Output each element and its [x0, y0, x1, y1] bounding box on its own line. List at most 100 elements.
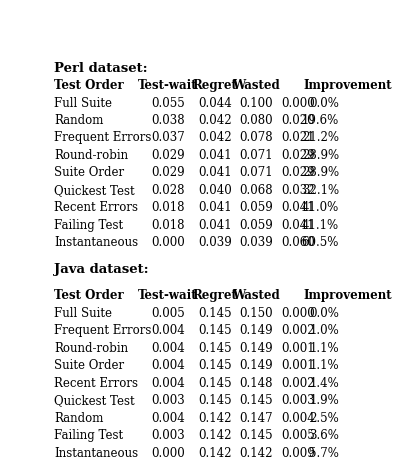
- Text: 0.003: 0.003: [151, 429, 185, 442]
- Text: 0.147: 0.147: [239, 412, 273, 424]
- Text: Round-robin: Round-robin: [54, 342, 128, 355]
- Text: 0.003: 0.003: [281, 394, 315, 407]
- Text: Java dataset:: Java dataset:: [54, 263, 149, 276]
- Text: 0.001: 0.001: [281, 359, 315, 372]
- Text: 0.029: 0.029: [281, 149, 315, 162]
- Text: 0.021: 0.021: [281, 132, 315, 145]
- Text: 0.071: 0.071: [239, 167, 273, 179]
- Text: Frequent Errors: Frequent Errors: [54, 324, 152, 337]
- Text: 0.149: 0.149: [239, 324, 273, 337]
- Text: 1.1%: 1.1%: [309, 342, 339, 355]
- Text: 0.142: 0.142: [239, 446, 273, 460]
- Text: 0.037: 0.037: [151, 132, 185, 145]
- Text: 0.004: 0.004: [281, 412, 315, 424]
- Text: 0.000: 0.000: [281, 307, 315, 320]
- Text: 0.041: 0.041: [198, 219, 232, 232]
- Text: 0.032: 0.032: [281, 184, 315, 197]
- Text: 0.145: 0.145: [239, 429, 273, 442]
- Text: Instantaneous: Instantaneous: [54, 236, 138, 249]
- Text: Failing Test: Failing Test: [54, 429, 123, 442]
- Text: 0.149: 0.149: [239, 342, 273, 355]
- Text: 0.142: 0.142: [199, 446, 232, 460]
- Text: 0.041: 0.041: [281, 201, 315, 214]
- Text: 0.145: 0.145: [198, 342, 232, 355]
- Text: Test-wait: Test-wait: [138, 289, 198, 302]
- Text: Recent Errors: Recent Errors: [54, 377, 138, 390]
- Text: 0.145: 0.145: [198, 307, 232, 320]
- Text: 1.9%: 1.9%: [309, 394, 339, 407]
- Text: Regret: Regret: [193, 79, 238, 92]
- Text: 0.003: 0.003: [151, 394, 185, 407]
- Text: 0.145: 0.145: [239, 394, 273, 407]
- Text: 0.004: 0.004: [151, 412, 185, 424]
- Text: 0.028: 0.028: [151, 184, 185, 197]
- Text: 0.004: 0.004: [151, 377, 185, 390]
- Text: 0.018: 0.018: [151, 201, 185, 214]
- Text: Frequent Errors: Frequent Errors: [54, 132, 152, 145]
- Text: 0.005: 0.005: [151, 307, 185, 320]
- Text: 0.041: 0.041: [198, 167, 232, 179]
- Text: 0.142: 0.142: [199, 412, 232, 424]
- Text: 0.005: 0.005: [281, 429, 315, 442]
- Text: 0.042: 0.042: [198, 132, 232, 145]
- Text: 0.145: 0.145: [198, 377, 232, 390]
- Text: 2.5%: 2.5%: [309, 412, 339, 424]
- Text: 60.5%: 60.5%: [302, 236, 339, 249]
- Text: 0.041: 0.041: [198, 149, 232, 162]
- Text: 0.0%: 0.0%: [309, 307, 339, 320]
- Text: 0.0%: 0.0%: [309, 96, 339, 110]
- Text: 41.0%: 41.0%: [302, 201, 339, 214]
- Text: Test Order: Test Order: [54, 79, 124, 92]
- Text: Perl dataset:: Perl dataset:: [54, 62, 148, 74]
- Text: 5.7%: 5.7%: [309, 446, 339, 460]
- Text: 21.2%: 21.2%: [302, 132, 339, 145]
- Text: 0.059: 0.059: [239, 201, 273, 214]
- Text: 0.148: 0.148: [239, 377, 273, 390]
- Text: 0.142: 0.142: [199, 429, 232, 442]
- Text: Wasted: Wasted: [232, 79, 280, 92]
- Text: 0.001: 0.001: [281, 342, 315, 355]
- Text: 0.145: 0.145: [198, 359, 232, 372]
- Text: 0.044: 0.044: [198, 96, 232, 110]
- Text: Round-robin: Round-robin: [54, 149, 128, 162]
- Text: 0.000: 0.000: [151, 236, 185, 249]
- Text: 0.059: 0.059: [239, 219, 273, 232]
- Text: 0.041: 0.041: [198, 201, 232, 214]
- Text: 19.6%: 19.6%: [302, 114, 339, 127]
- Text: 0.039: 0.039: [239, 236, 273, 249]
- Text: 41.1%: 41.1%: [302, 219, 339, 232]
- Text: Random: Random: [54, 412, 103, 424]
- Text: Test Order: Test Order: [54, 289, 124, 302]
- Text: 0.004: 0.004: [151, 359, 185, 372]
- Text: Suite Order: Suite Order: [54, 359, 124, 372]
- Text: 0.002: 0.002: [281, 324, 315, 337]
- Text: Quickest Test: Quickest Test: [54, 184, 135, 197]
- Text: 0.080: 0.080: [239, 114, 273, 127]
- Text: 1.4%: 1.4%: [309, 377, 339, 390]
- Text: 0.004: 0.004: [151, 324, 185, 337]
- Text: 0.029: 0.029: [281, 167, 315, 179]
- Text: 0.002: 0.002: [281, 377, 315, 390]
- Text: 0.004: 0.004: [151, 342, 185, 355]
- Text: 0.060: 0.060: [281, 236, 315, 249]
- Text: Failing Test: Failing Test: [54, 219, 123, 232]
- Text: Improvement: Improvement: [303, 289, 392, 302]
- Text: 0.029: 0.029: [151, 149, 185, 162]
- Text: 0.040: 0.040: [198, 184, 232, 197]
- Text: 1.1%: 1.1%: [309, 359, 339, 372]
- Text: 0.009: 0.009: [281, 446, 315, 460]
- Text: Improvement: Improvement: [303, 79, 392, 92]
- Text: 0.071: 0.071: [239, 149, 273, 162]
- Text: Quickest Test: Quickest Test: [54, 394, 135, 407]
- Text: Full Suite: Full Suite: [54, 307, 112, 320]
- Text: 0.038: 0.038: [151, 114, 185, 127]
- Text: 0.000: 0.000: [151, 446, 185, 460]
- Text: Test-wait: Test-wait: [138, 79, 198, 92]
- Text: 0.018: 0.018: [151, 219, 185, 232]
- Text: 0.042: 0.042: [198, 114, 232, 127]
- Text: Suite Order: Suite Order: [54, 167, 124, 179]
- Text: 0.145: 0.145: [198, 394, 232, 407]
- Text: 3.6%: 3.6%: [309, 429, 339, 442]
- Text: 1.0%: 1.0%: [309, 324, 339, 337]
- Text: Instantaneous: Instantaneous: [54, 446, 138, 460]
